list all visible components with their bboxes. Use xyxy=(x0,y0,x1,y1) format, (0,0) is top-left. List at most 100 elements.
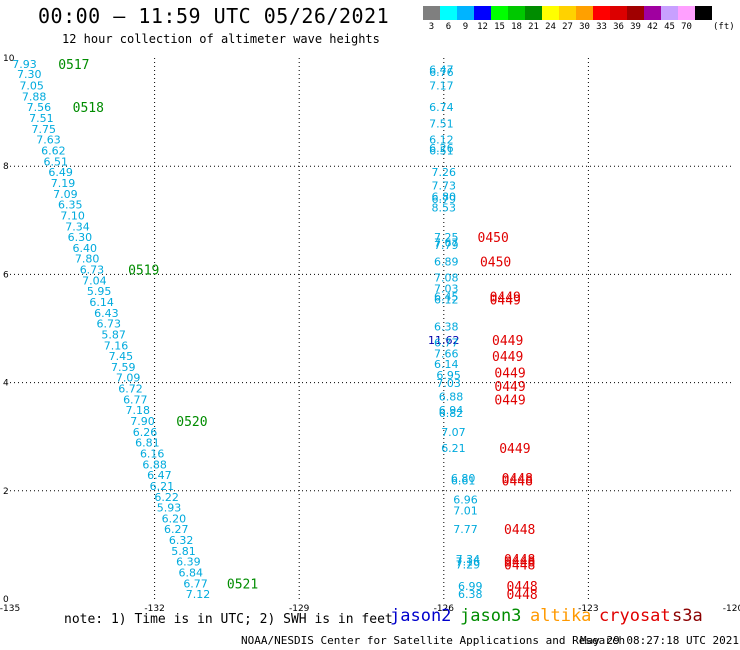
legend-swatch-label: 30 xyxy=(579,22,590,32)
legend-swatch-label: 42 xyxy=(647,22,658,32)
pass-time-label: 0518 xyxy=(73,101,104,116)
wave-height-value: 7.12 xyxy=(186,588,211,601)
wave-height-value: 6.62 xyxy=(41,145,66,158)
x-tick-label: -126 xyxy=(434,604,455,614)
wave-height-value: 7.73 xyxy=(432,180,457,193)
wave-height-value: 5.95 xyxy=(87,285,112,298)
legend-swatch: 42 xyxy=(644,6,661,32)
wave-height-value: 6.38 xyxy=(458,588,483,601)
wave-height-value: 7.01 xyxy=(453,504,478,517)
wave-height-value: 6.26 xyxy=(133,426,158,439)
legend-swatch-label: 45 xyxy=(664,22,675,32)
wave-height-value: 7.03 xyxy=(434,282,459,295)
legend-swatch-label: 15 xyxy=(494,22,505,32)
wave-height-value: 6.27 xyxy=(164,523,189,536)
wave-height-value: 6.22 xyxy=(154,491,179,504)
pass-time-label: 0448 xyxy=(506,588,537,603)
x-tick-label: -123 xyxy=(578,604,598,614)
y-tick-label: 0 xyxy=(3,595,9,605)
wave-height-value: 6.21 xyxy=(150,480,175,493)
legend-swatch: 70 xyxy=(678,6,695,32)
legend-swatch-label: 12 xyxy=(477,22,488,32)
pass-time-label: 0449 xyxy=(492,334,523,349)
wave-height-value: 7.16 xyxy=(456,556,481,569)
footer-note: note: 1) Time is in UTC; 2) SWH is in fe… xyxy=(64,612,393,627)
wave-height-value: 7.67 xyxy=(434,236,459,249)
pass-time-label: 0448 xyxy=(504,523,535,538)
pass-time-label: 0449 xyxy=(490,293,521,308)
pass-time-label: 0448 xyxy=(502,472,533,487)
wave-height-value: 7.17 xyxy=(429,80,454,93)
timestamp-text: May 29 08:27:18 UTC 2021 xyxy=(580,634,739,647)
legend-swatch: 27 xyxy=(559,6,576,32)
wave-height-value: 7.08 xyxy=(434,272,459,285)
pass-time-label: 0450 xyxy=(480,255,511,270)
wave-height-value: 7.63 xyxy=(36,134,61,147)
wave-height-value: 6.77 xyxy=(123,393,148,406)
wave-height-value: 5.87 xyxy=(101,328,126,341)
wave-height-value: 6.39 xyxy=(176,556,201,569)
page-subtitle: 12 hour collection of altimeter wave hei… xyxy=(62,32,380,46)
legend-swatch-label: 70 xyxy=(681,22,692,32)
y-tick-label: 6 xyxy=(3,270,9,280)
wave-height-value: 6.32 xyxy=(169,534,194,547)
wave-height-value: 6.80 xyxy=(451,472,476,485)
pass-time-label: 0449 xyxy=(490,291,521,306)
x-tick-label: -120 xyxy=(723,604,740,614)
satellite-label-altika: altika xyxy=(530,606,592,626)
wave-height-value: 6.30 xyxy=(68,231,93,244)
wave-height-value: 6.96 xyxy=(453,493,478,506)
wave-height-value: 6.88 xyxy=(439,391,464,404)
wave-height-value: 6.88 xyxy=(142,458,167,471)
legend-swatch-label: 18 xyxy=(511,22,522,32)
pass-time-label: 0449 xyxy=(492,350,523,365)
y-tick-label: 4 xyxy=(3,379,9,389)
wave-height-value: 6.16 xyxy=(140,447,165,460)
pass-time-label: 0449 xyxy=(499,442,530,457)
wave-height-value: 7.10 xyxy=(60,209,85,222)
wave-height-value: 6.72 xyxy=(118,383,143,396)
legend-swatch: 21 xyxy=(525,6,542,32)
legend-swatch-label: 39 xyxy=(630,22,641,32)
wave-height-value: 6.49 xyxy=(48,166,73,179)
wave-height-value: 7.07 xyxy=(441,426,466,439)
wave-height-value: 7.56 xyxy=(27,101,52,114)
wave-height-value: 6.40 xyxy=(72,242,97,255)
satellite-label-jason3: jason3 xyxy=(460,606,522,626)
legend-swatch: 33 xyxy=(593,6,610,32)
wave-height-value: 7.45 xyxy=(109,350,134,363)
wave-height-value: 6.26 xyxy=(429,142,454,155)
wave-height-value: 6.77 xyxy=(434,337,459,350)
legend-swatch-label: 36 xyxy=(613,22,624,32)
pass-time-label: 0521 xyxy=(227,577,258,592)
wave-height-value: 6.43 xyxy=(94,307,119,320)
wave-height-value: 7.51 xyxy=(429,117,454,130)
wave-height-value: 6.12 xyxy=(429,134,454,147)
wave-height-value: 7.80 xyxy=(75,253,100,266)
wave-height-value: 6.99 xyxy=(458,580,483,593)
pass-time-label: 0448 xyxy=(504,558,535,573)
satellite-label-cryosat: cryosat xyxy=(599,606,671,626)
y-tick-label: 10 xyxy=(3,54,15,64)
wave-height-value: 6.21 xyxy=(441,442,466,455)
wave-height-value: 6.14 xyxy=(89,296,114,309)
legend-swatch: 24 xyxy=(542,6,559,32)
legend-swatch-label: 9 xyxy=(462,22,469,32)
legend-swatch: 15 xyxy=(491,6,508,32)
wave-height-value: 6.61 xyxy=(451,475,476,488)
wave-height-value: 6.74 xyxy=(429,101,454,114)
wave-height-value: 6.35 xyxy=(58,199,83,212)
wave-height-value: 5.93 xyxy=(157,502,182,515)
wave-height-value: 7.34 xyxy=(456,553,481,566)
legend-swatch-label: 6 xyxy=(445,22,452,32)
wave-height-value: 6.76 xyxy=(429,66,454,79)
legend-swatch: 39 xyxy=(627,6,644,32)
wave-height-value: 6.95 xyxy=(436,369,461,382)
wave-height-value: 7.09 xyxy=(53,188,78,201)
legend-swatch-label: 21 xyxy=(528,22,539,32)
wave-height-value: 7.05 xyxy=(19,80,44,93)
pass-time-label: 0449 xyxy=(494,380,525,395)
wave-height-value: 6.84 xyxy=(179,566,204,579)
pass-time-label: 0450 xyxy=(478,231,509,246)
